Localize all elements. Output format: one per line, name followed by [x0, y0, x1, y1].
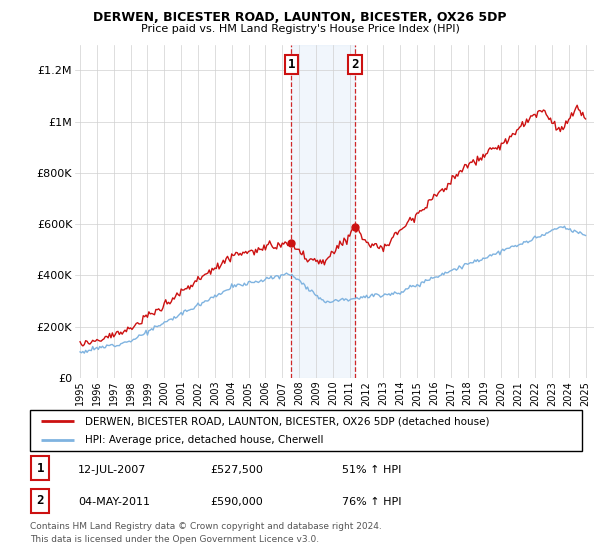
Text: £590,000: £590,000	[210, 497, 263, 507]
Text: DERWEN, BICESTER ROAD, LAUNTON, BICESTER, OX26 5DP (detached house): DERWEN, BICESTER ROAD, LAUNTON, BICESTER…	[85, 417, 490, 426]
Text: 12-JUL-2007: 12-JUL-2007	[78, 465, 146, 475]
Text: 1: 1	[37, 462, 44, 475]
Text: 04-MAY-2011: 04-MAY-2011	[78, 497, 150, 507]
Text: 2: 2	[352, 58, 359, 71]
Text: Price paid vs. HM Land Registry's House Price Index (HPI): Price paid vs. HM Land Registry's House …	[140, 24, 460, 34]
Text: 2: 2	[37, 494, 44, 507]
Text: 51% ↑ HPI: 51% ↑ HPI	[342, 465, 401, 475]
Text: 76% ↑ HPI: 76% ↑ HPI	[342, 497, 401, 507]
Text: HPI: Average price, detached house, Cherwell: HPI: Average price, detached house, Cher…	[85, 435, 324, 445]
Text: £527,500: £527,500	[210, 465, 263, 475]
Text: Contains HM Land Registry data © Crown copyright and database right 2024.
This d: Contains HM Land Registry data © Crown c…	[30, 522, 382, 544]
Bar	[292, 45, 355, 378]
Text: 1: 1	[287, 58, 295, 71]
Text: DERWEN, BICESTER ROAD, LAUNTON, BICESTER, OX26 5DP: DERWEN, BICESTER ROAD, LAUNTON, BICESTER…	[93, 11, 507, 24]
